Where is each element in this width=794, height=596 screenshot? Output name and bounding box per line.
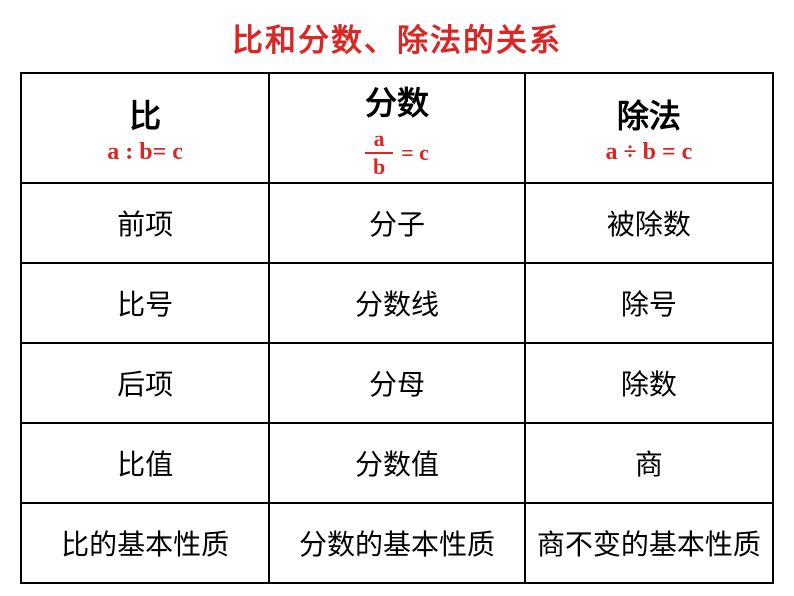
- header-fraction-main: 分数: [274, 78, 520, 124]
- fraction-equals: = c: [401, 140, 429, 166]
- header-ratio: 比 a : b= c: [21, 73, 269, 183]
- table-row: 比号 分数线 除号: [21, 263, 773, 343]
- fraction-numerator: a: [368, 128, 391, 152]
- cell-ratio-value: 比值: [21, 423, 269, 503]
- cell-division-term2: 除数: [525, 343, 773, 423]
- comparison-table: 比 a : b= c 分数 a b = c 除法 a ÷ b = c 前项: [20, 72, 774, 584]
- cell-fraction-term2: 分母: [269, 343, 525, 423]
- cell-division-term1: 被除数: [525, 183, 773, 263]
- fraction-icon: a b: [365, 128, 393, 178]
- page-title: 比和分数、除法的关系: [20, 15, 774, 60]
- cell-fraction-property: 分数的基本性质: [269, 503, 525, 583]
- header-division: 除法 a ÷ b = c: [525, 73, 773, 183]
- table-header-row: 比 a : b= c 分数 a b = c 除法 a ÷ b = c: [21, 73, 773, 183]
- header-fraction-sub: a b = c: [274, 126, 520, 178]
- cell-ratio-symbol: 比号: [21, 263, 269, 343]
- table-row: 比值 分数值 商: [21, 423, 773, 503]
- cell-division-property: 商不变的基本性质: [525, 503, 773, 583]
- header-ratio-sub: a : b= c: [26, 139, 264, 166]
- cell-division-value: 商: [525, 423, 773, 503]
- header-fraction: 分数 a b = c: [269, 73, 525, 183]
- table-row: 前项 分子 被除数: [21, 183, 773, 263]
- cell-ratio-term1: 前项: [21, 183, 269, 263]
- header-division-main: 除法: [530, 91, 768, 137]
- cell-fraction-symbol: 分数线: [269, 263, 525, 343]
- header-ratio-main: 比: [26, 91, 264, 137]
- header-division-sub: a ÷ b = c: [530, 139, 768, 166]
- table-row: 比的基本性质 分数的基本性质 商不变的基本性质: [21, 503, 773, 583]
- cell-ratio-property: 比的基本性质: [21, 503, 269, 583]
- cell-fraction-value: 分数值: [269, 423, 525, 503]
- cell-division-symbol: 除号: [525, 263, 773, 343]
- fraction-denominator: b: [367, 154, 391, 178]
- cell-fraction-term1: 分子: [269, 183, 525, 263]
- cell-ratio-term2: 后项: [21, 343, 269, 423]
- table-row: 后项 分母 除数: [21, 343, 773, 423]
